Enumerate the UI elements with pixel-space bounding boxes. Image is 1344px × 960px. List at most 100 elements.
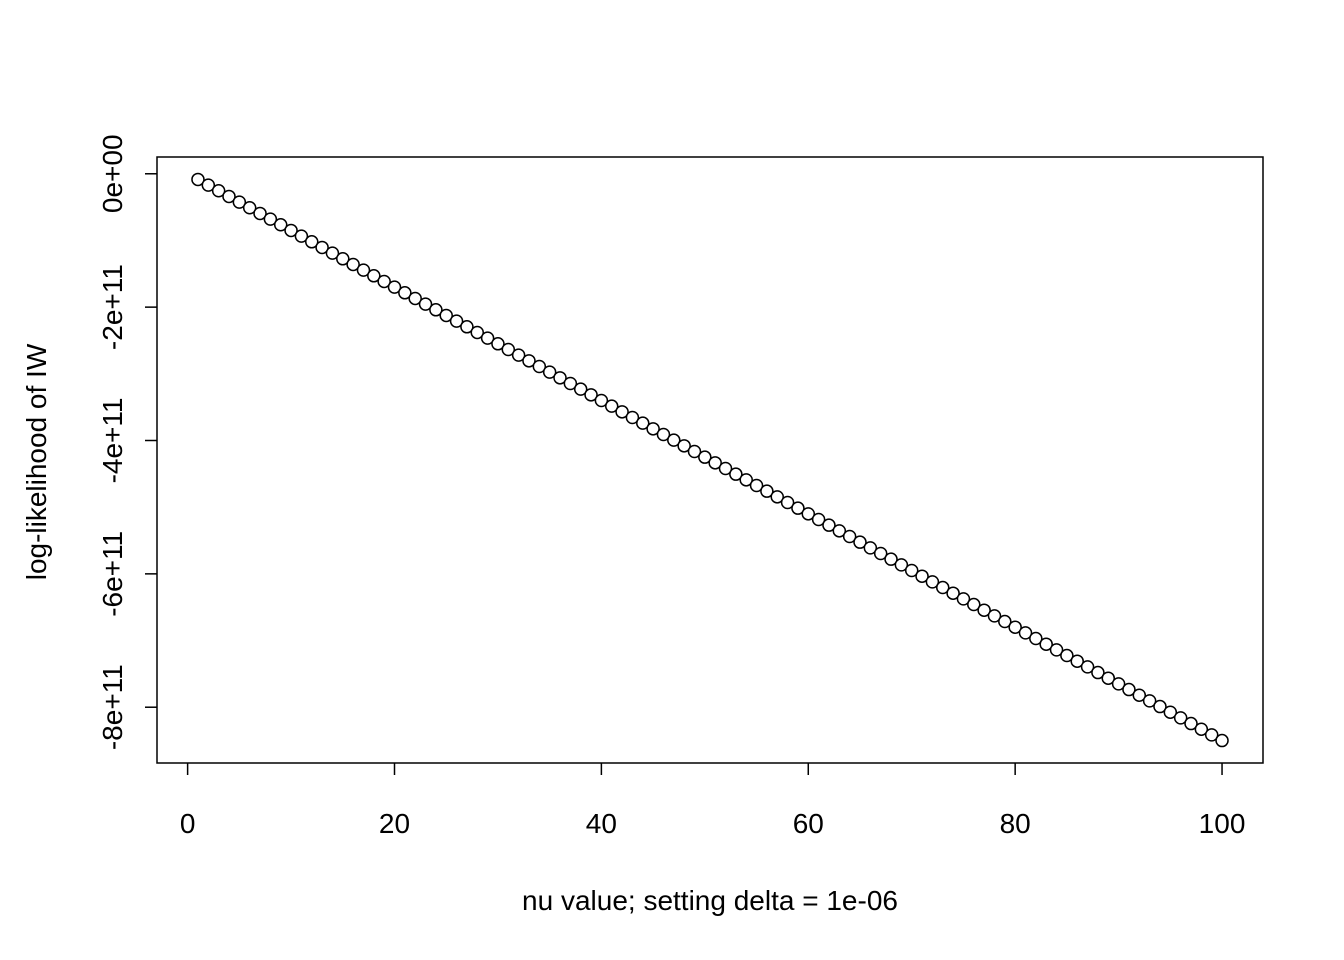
point (935, 580, 950, 595)
x-tick-label: 20 (379, 808, 410, 839)
point (842, 529, 857, 544)
point (1194, 722, 1209, 736)
point (1122, 682, 1136, 697)
point (1142, 694, 1157, 708)
point (667, 433, 681, 447)
point (253, 206, 267, 221)
point (770, 490, 784, 504)
x-tick-label: 100 (1199, 808, 1246, 839)
y-tick-label: -8e+11 (97, 664, 128, 750)
point (946, 586, 960, 600)
point (387, 280, 402, 294)
point (1173, 711, 1188, 725)
x-tick-label: 40 (586, 808, 617, 839)
point (822, 518, 836, 532)
point (1204, 728, 1219, 742)
point (398, 286, 412, 300)
point (211, 184, 226, 198)
point (1008, 620, 1022, 634)
point (801, 507, 816, 521)
x-tick-label: 0 (180, 808, 196, 839)
y-tick-label: -4e+11 (97, 398, 128, 484)
point (915, 569, 929, 583)
point (511, 348, 526, 362)
point (315, 240, 329, 255)
point (460, 320, 474, 334)
point (584, 388, 598, 402)
point (491, 337, 505, 351)
point (708, 456, 722, 470)
point (967, 597, 981, 612)
point (1070, 654, 1084, 668)
point (553, 371, 567, 385)
point (563, 376, 578, 391)
point (304, 235, 319, 249)
point (832, 524, 847, 538)
point (594, 393, 609, 408)
point (1153, 699, 1167, 714)
x-axis-title: nu value; setting delta = 1e-06 (522, 885, 898, 916)
point (977, 603, 991, 617)
point (356, 263, 371, 277)
point (925, 575, 940, 589)
point (294, 229, 309, 243)
point (1049, 643, 1064, 657)
point (760, 484, 774, 498)
point (698, 450, 712, 464)
point (1163, 705, 1178, 719)
point (191, 172, 205, 187)
point (884, 552, 898, 566)
point (780, 495, 795, 510)
point (718, 461, 733, 476)
point (418, 297, 433, 311)
point (956, 592, 971, 606)
point (1184, 716, 1198, 731)
point (284, 223, 298, 238)
point (636, 416, 650, 430)
point (749, 478, 764, 493)
point (429, 303, 443, 317)
y-tick-label: -2e+11 (97, 264, 128, 350)
x-tick-label: 60 (793, 808, 824, 839)
point (367, 269, 381, 283)
plot-box (156, 156, 1264, 764)
point (791, 501, 805, 515)
point (573, 382, 588, 396)
point (232, 195, 247, 209)
point (480, 331, 495, 345)
point (1091, 665, 1105, 680)
point (1080, 660, 1095, 674)
point (242, 201, 257, 215)
point (522, 354, 536, 368)
x-tick-label: 80 (1000, 808, 1031, 839)
point (408, 291, 422, 306)
point (1111, 677, 1126, 691)
point (1018, 626, 1033, 640)
point (987, 609, 1002, 623)
point (1132, 688, 1147, 702)
point (646, 422, 660, 436)
point (811, 512, 826, 527)
point (656, 427, 671, 442)
point (998, 614, 1012, 629)
point (1039, 637, 1053, 651)
point (729, 467, 743, 481)
point (377, 274, 391, 289)
point (615, 405, 629, 419)
point (449, 314, 464, 328)
y-tick-label: 0e+00 (97, 134, 128, 213)
point (1029, 631, 1043, 646)
point (1215, 733, 1229, 748)
point (677, 439, 691, 453)
y-axis-title: log-likelihood of IW (21, 343, 52, 580)
point (625, 410, 640, 425)
point (904, 563, 919, 578)
y-tick-label: -6e+11 (97, 531, 128, 617)
point (687, 444, 702, 459)
point (273, 218, 288, 232)
point (873, 546, 888, 561)
point (894, 558, 909, 572)
point (222, 189, 236, 204)
